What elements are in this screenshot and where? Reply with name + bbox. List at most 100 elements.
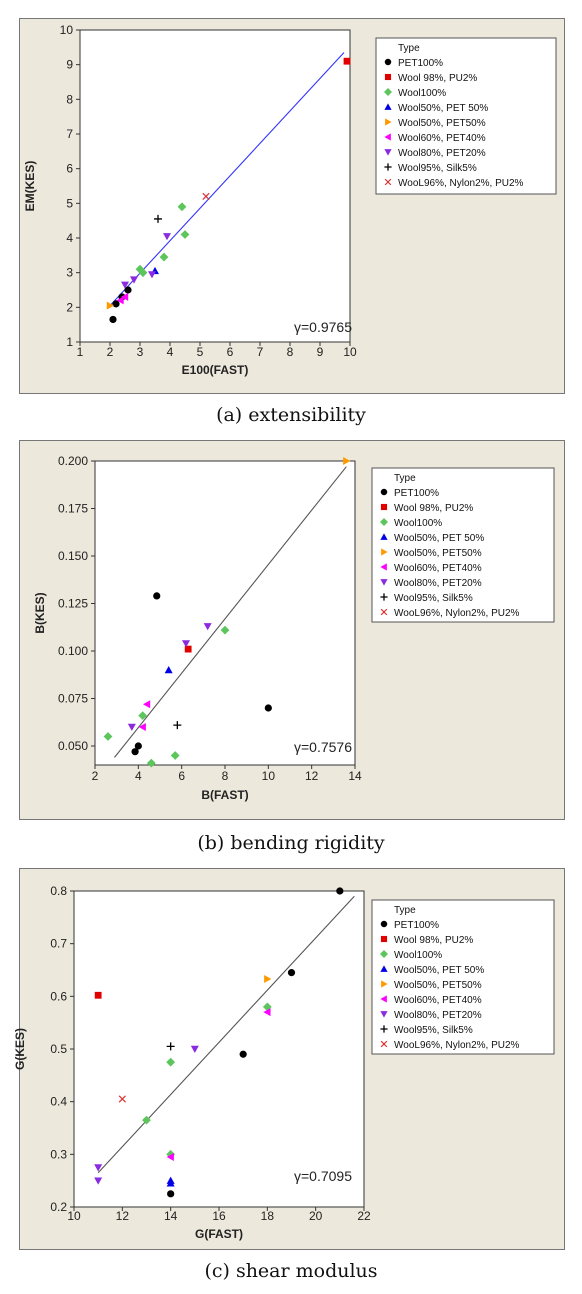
regression-line (114, 466, 347, 758)
data-point (287, 969, 296, 977)
data-point (118, 1095, 126, 1103)
legend-entry: WooL96%, Nylon2%, PU2% (394, 608, 520, 619)
legend-title: Type (394, 473, 416, 484)
y-tick-label: 0.100 (58, 644, 88, 658)
x-tick-label: 14 (164, 1209, 178, 1223)
legend-marker (380, 518, 388, 526)
legend-marker (384, 73, 392, 81)
legend-marker (380, 579, 388, 586)
legend-box (371, 899, 555, 1055)
y-tick-label: 8 (66, 92, 73, 106)
legend-box (375, 37, 557, 195)
data-point (166, 1042, 175, 1051)
caption-bending-rigidity: (b) bending rigidity (197, 832, 385, 854)
data-point (131, 748, 139, 756)
legend-marker (381, 980, 388, 988)
legend-marker (380, 950, 388, 958)
data-point (177, 202, 187, 212)
legend-entry: Wool50%, PET50% (398, 118, 486, 129)
data-point (184, 645, 192, 653)
data-point (109, 315, 117, 324)
data-point (106, 301, 114, 310)
x-axis-title: B(FAST) (201, 788, 248, 802)
data-point (180, 230, 190, 239)
y-tick-label: 0.2 (50, 1200, 67, 1214)
legend-entry: Wool 98%, PU2% (394, 935, 473, 946)
x-tick-label: 5 (197, 345, 204, 359)
data-point (164, 666, 173, 674)
legend-entry: Wool60%, PET40% (394, 563, 482, 574)
data-point (121, 292, 129, 301)
data-point (146, 758, 156, 768)
y-axis-title: G(KES) (13, 1028, 27, 1070)
legend-marker (384, 163, 392, 171)
data-point (190, 1045, 199, 1053)
data-point (202, 192, 210, 201)
x-tick-label: 18 (261, 1209, 275, 1223)
legend-box (371, 467, 555, 623)
data-point (159, 252, 169, 262)
data-point (343, 57, 351, 65)
x-tick-label: 4 (167, 345, 174, 359)
data-point (121, 281, 129, 289)
x-tick-label: 22 (357, 1209, 371, 1223)
caption-extensibility: (a) extensibility (216, 404, 366, 426)
correlation-annotation: γ=0.7095 (294, 1168, 352, 1184)
legend-marker (380, 503, 388, 511)
data-point (173, 721, 182, 730)
data-point (94, 1164, 103, 1172)
legend-marker (384, 58, 392, 66)
x-tick-label: 8 (222, 769, 229, 783)
legend-marker (380, 920, 388, 928)
y-tick-label: 9 (66, 58, 73, 72)
legend-marker (380, 1025, 388, 1033)
x-tick-label: 3 (137, 345, 144, 359)
y-tick-label: 0.125 (58, 597, 88, 611)
y-tick-label: 0.050 (58, 739, 88, 753)
legend-entry: Wool50%, PET50% (394, 548, 482, 559)
legend-marker (380, 1011, 388, 1018)
data-point (166, 1179, 175, 1187)
data-point (103, 732, 113, 741)
legend-marker (380, 935, 388, 943)
data-point (134, 742, 142, 750)
legend-title: Type (398, 43, 420, 54)
legend-marker (380, 563, 387, 571)
data-point (343, 457, 351, 465)
y-tick-label: 0.5 (50, 1042, 67, 1056)
legend-entry: Wool80%, PET20% (398, 148, 486, 159)
legend-entry: Wool 98%, PU2% (398, 73, 477, 84)
y-axis-title: EM(KES) (23, 161, 37, 212)
data-point (130, 276, 138, 284)
legend-entry: Wool100% (394, 950, 442, 961)
x-tick-label: 20 (309, 1209, 323, 1223)
y-tick-label: 0.4 (50, 1095, 67, 1109)
regression-line (97, 895, 355, 1174)
y-tick-label: 6 (66, 162, 73, 176)
data-point (163, 233, 171, 241)
data-point (143, 700, 151, 709)
legend-marker (380, 965, 388, 972)
legend-marker (384, 178, 392, 186)
data-point (239, 1050, 247, 1058)
legend-entry: Wool100% (394, 518, 442, 529)
correlation-annotation: γ=0.7576 (294, 739, 352, 755)
legend-entry: Wool50%, PET50% (394, 980, 482, 991)
data-point (153, 592, 161, 600)
y-tick-label: 7 (66, 127, 73, 141)
y-tick-label: 1 (66, 335, 73, 349)
y-tick-label: 0.7 (50, 937, 67, 951)
legend-entry: WooL96%, Nylon2%, PU2% (394, 1040, 520, 1051)
x-tick-label: 2 (107, 345, 114, 359)
data-point (166, 1057, 176, 1067)
legend-entry: Wool95%, Silk5% (394, 1025, 473, 1036)
x-axis-title: E100(FAST) (182, 363, 249, 377)
legend-marker (385, 118, 392, 126)
data-point (166, 1152, 174, 1161)
x-tick-label: 16 (212, 1209, 226, 1223)
regression-line (109, 52, 345, 306)
legend-entry: Wool80%, PET20% (394, 578, 482, 589)
legend-marker (380, 533, 388, 540)
legend-entry: Wool100% (398, 88, 446, 99)
x-tick-label: 10 (343, 345, 357, 359)
